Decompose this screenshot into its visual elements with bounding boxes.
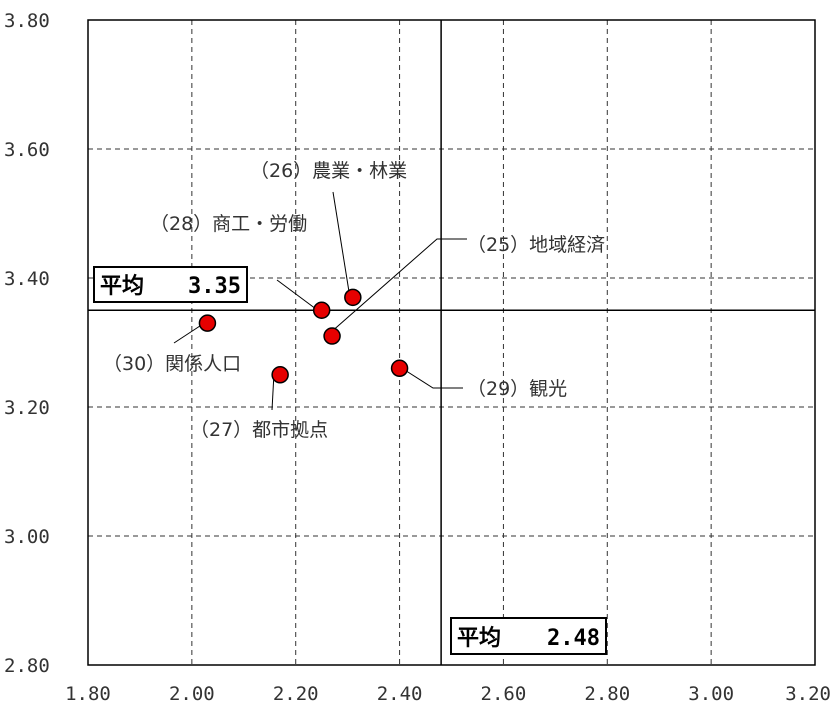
leader-line — [329, 238, 467, 334]
y-tick-label: 3.40 — [4, 268, 50, 290]
avg-y-value: 3.35 — [188, 274, 241, 299]
plot-frame — [87, 19, 816, 666]
avg-x-value: 2.48 — [547, 626, 600, 651]
y-tick-label: 3.80 — [4, 10, 50, 32]
x-tick-label: 3.00 — [688, 683, 734, 705]
data-point — [271, 366, 289, 384]
data-point — [344, 288, 362, 307]
x-tick-label: 2.20 — [273, 683, 319, 705]
x-tick-label: 2.40 — [377, 683, 423, 705]
y-tick-label: 2.80 — [4, 655, 50, 677]
data-points — [198, 288, 409, 384]
avg-x-label: 平均 — [457, 625, 501, 651]
grid-layer — [88, 20, 815, 665]
tick-labels: 1.80 2.00 2.20 2.40 2.60 2.80 3.00 3.20 2.80 3.00… — [4, 10, 831, 705]
point-label: （30）関係人口 — [103, 353, 241, 375]
point-label: （28）商工・労働 — [150, 213, 307, 235]
x-tick-label: 3.20 — [785, 683, 831, 705]
point-labels: （25）地域経済 （26）農業・林業 （27）都市拠点 （28）商工・労働 （29）観光… — [103, 160, 605, 441]
point-label: （27）都市拠点 — [190, 419, 328, 441]
x-tick-label: 2.80 — [584, 683, 630, 705]
data-point — [323, 327, 341, 345]
x-tick-label: 2.60 — [481, 683, 527, 705]
data-point — [198, 314, 217, 332]
leader-lines — [173, 191, 467, 411]
avg-x-box: 平均 2.48 — [450, 617, 607, 655]
leader-line — [276, 279, 321, 313]
data-point — [390, 359, 409, 378]
y-tick-label: 3.20 — [4, 397, 50, 419]
point-label: （29）観光 — [467, 378, 567, 400]
y-tick-label: 3.00 — [4, 526, 50, 548]
leader-line — [332, 191, 351, 299]
data-point — [312, 301, 331, 319]
avg-y-box: 平均 3.35 — [93, 266, 248, 303]
point-label: （26）農業・林業 — [250, 160, 407, 182]
leader-line — [399, 366, 463, 389]
point-label: （25）地域経済 — [467, 234, 605, 256]
x-tick-label: 2.00 — [169, 683, 215, 705]
avg-y-label: 平均 — [100, 273, 144, 299]
average-lines — [88, 20, 815, 665]
y-tick-label: 3.60 — [4, 139, 50, 161]
x-tick-label: 1.80 — [65, 683, 111, 705]
